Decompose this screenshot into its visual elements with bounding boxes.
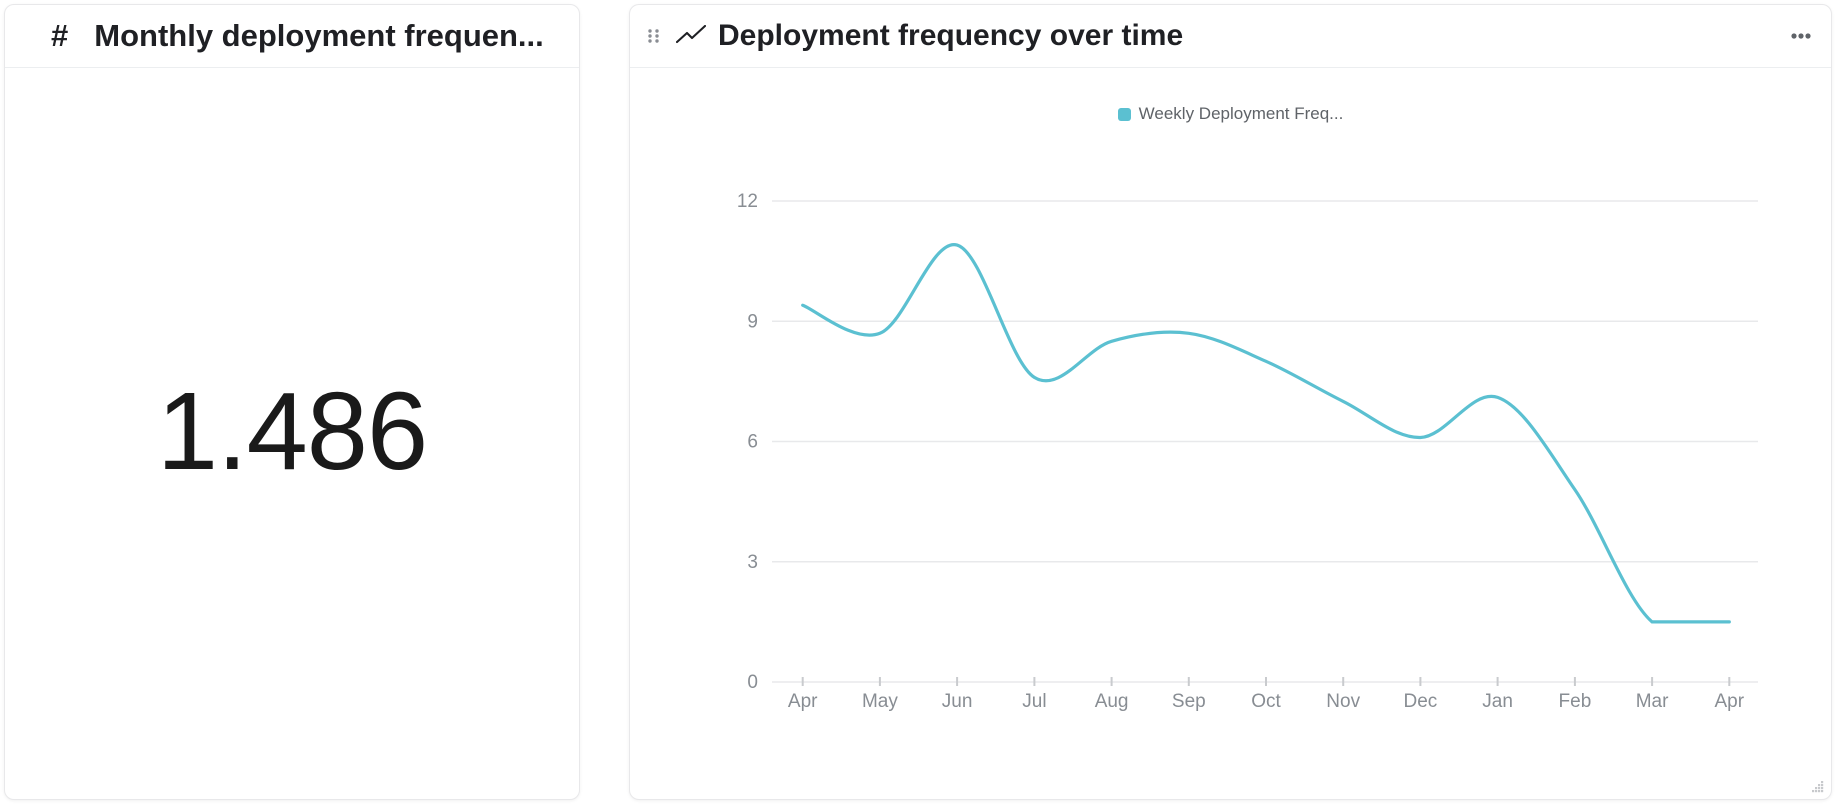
svg-text:Mar: Mar (1636, 691, 1669, 712)
svg-text:May: May (862, 691, 898, 712)
svg-text:Jan: Jan (1482, 691, 1513, 712)
svg-text:Jul: Jul (1022, 691, 1046, 712)
svg-text:9: 9 (747, 311, 758, 332)
svg-text:Jun: Jun (942, 691, 973, 712)
svg-text:Apr: Apr (1715, 691, 1745, 712)
svg-text:12: 12 (737, 191, 758, 212)
svg-text:Oct: Oct (1251, 691, 1281, 712)
svg-text:Sep: Sep (1172, 691, 1206, 712)
svg-text:Dec: Dec (1404, 691, 1438, 712)
svg-text:Apr: Apr (788, 691, 818, 712)
svg-text:Feb: Feb (1559, 691, 1592, 712)
svg-text:3: 3 (747, 552, 758, 573)
svg-text:Aug: Aug (1095, 691, 1129, 712)
svg-text:6: 6 (747, 432, 758, 453)
svg-text:Nov: Nov (1326, 691, 1360, 712)
svg-text:0: 0 (747, 672, 758, 693)
